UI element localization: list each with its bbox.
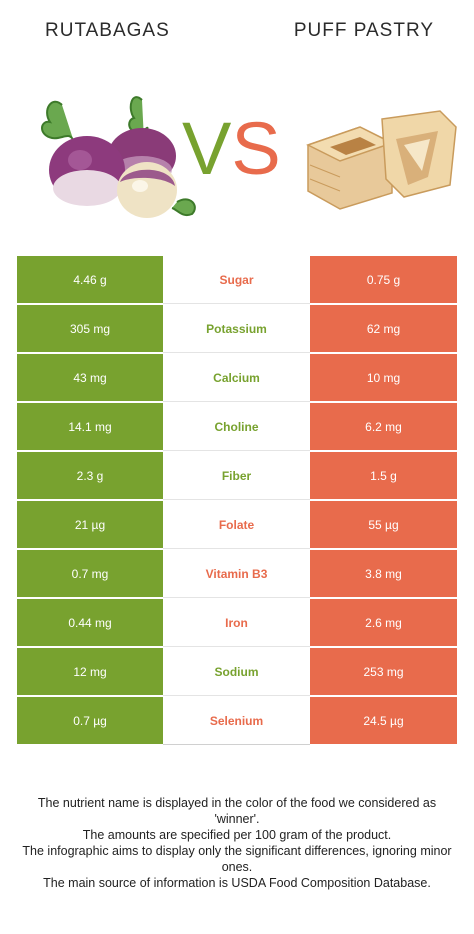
- footer-notes: The nutrient name is displayed in the co…: [20, 795, 454, 891]
- nutrient-name: Sodium: [163, 648, 310, 696]
- left-food-value: 0.7 µg: [17, 697, 163, 744]
- right-food-value: 55 µg: [310, 501, 457, 548]
- table-row: 14.1 mg Choline 6.2 mg: [17, 403, 457, 452]
- table-row: 43 mg Calcium 10 mg: [17, 354, 457, 403]
- right-food-value: 62 mg: [310, 305, 457, 352]
- footer-note-significance: The infographic aims to display only the…: [22, 844, 452, 874]
- table-row: 12 mg Sodium 253 mg: [17, 648, 457, 697]
- right-food-value: 1.5 g: [310, 452, 457, 499]
- rutabaga-image: [41, 96, 196, 218]
- table-row: 2.3 g Fiber 1.5 g: [17, 452, 457, 501]
- left-food-value: 2.3 g: [17, 452, 163, 499]
- right-food-value: 6.2 mg: [310, 403, 457, 450]
- nutrient-name: Iron: [163, 599, 310, 647]
- nutrient-name: Calcium: [163, 354, 310, 402]
- right-food-value: 10 mg: [310, 354, 457, 401]
- table-row: 4.46 g Sugar 0.75 g: [17, 256, 457, 305]
- table-row: 0.7 µg Selenium 24.5 µg: [17, 697, 457, 746]
- right-food-value: 0.75 g: [310, 256, 457, 303]
- right-food-value: 253 mg: [310, 648, 457, 695]
- vs-label: VS: [182, 112, 281, 186]
- puff-pastry-image: [306, 110, 457, 210]
- nutrient-name: Fiber: [163, 452, 310, 500]
- table-row: 305 mg Potassium 62 mg: [17, 305, 457, 354]
- left-food-title: RUTABAGAS: [45, 20, 170, 41]
- nutrient-name: Selenium: [163, 697, 310, 745]
- left-food-value: 0.7 mg: [17, 550, 163, 597]
- vs-s: S: [231, 107, 281, 190]
- nutrient-name: Potassium: [163, 305, 310, 353]
- left-food-value: 14.1 mg: [17, 403, 163, 450]
- left-food-value: 305 mg: [17, 305, 163, 352]
- table-row: 0.7 mg Vitamin B3 3.8 mg: [17, 550, 457, 599]
- left-food-value: 4.46 g: [17, 256, 163, 303]
- nutrient-name: Sugar: [163, 256, 310, 304]
- vs-v: V: [182, 107, 232, 190]
- table-row: 21 µg Folate 55 µg: [17, 501, 457, 550]
- right-food-title: PUFF PASTRY: [293, 20, 434, 41]
- left-food-value: 43 mg: [17, 354, 163, 401]
- left-food-value: 21 µg: [17, 501, 163, 548]
- right-food-value: 3.8 mg: [310, 550, 457, 597]
- left-food-value: 12 mg: [17, 648, 163, 695]
- right-food-value: 2.6 mg: [310, 599, 457, 646]
- nutrient-name: Vitamin B3: [163, 550, 310, 598]
- footer-note-amounts: The amounts are specified per 100 gram o…: [82, 828, 392, 842]
- footer-note-winner: The nutrient name is displayed in the co…: [37, 796, 437, 826]
- table-row: 0.44 mg Iron 2.6 mg: [17, 599, 457, 648]
- left-food-value: 0.44 mg: [17, 599, 163, 646]
- right-food-value: 24.5 µg: [310, 697, 457, 744]
- nutrient-name: Folate: [163, 501, 310, 549]
- footer-note-source: The main source of information is USDA F…: [43, 876, 431, 890]
- nutrient-comparison-table: 4.46 g Sugar 0.75 g 305 mg Potassium 62 mg 43 …: [17, 256, 457, 746]
- nutrient-name: Choline: [163, 403, 310, 451]
